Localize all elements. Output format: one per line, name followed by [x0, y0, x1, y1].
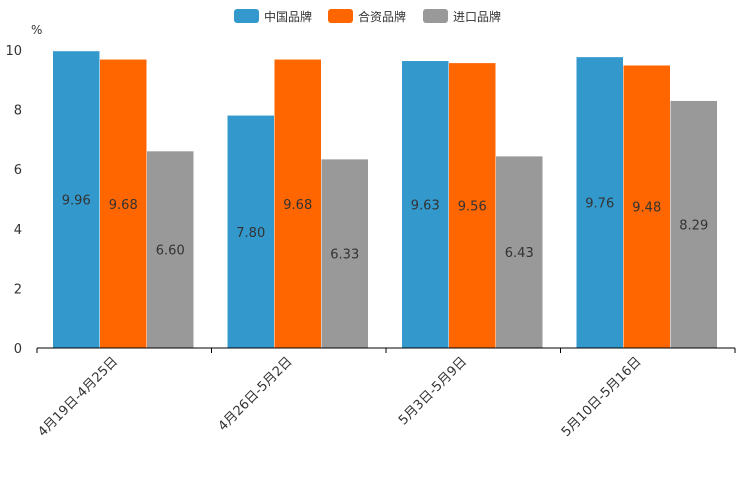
bar-value-label-0-1: 9.68 [109, 198, 138, 213]
x-tick-label-1: 4月26日-5月2日 [216, 354, 296, 434]
bar-value-label-2-0: 9.63 [411, 199, 440, 214]
x-tick-label-2: 5月3日-5月9日 [396, 354, 470, 428]
legend-label-0: 中国品牌 [264, 9, 312, 24]
y-tick-label-3: 6 [14, 163, 22, 178]
y-unit-label: % [31, 23, 42, 37]
legend-label-2: 进口品牌 [453, 10, 501, 24]
bar-value-label-3-0: 9.76 [585, 197, 614, 212]
y-tick-label-1: 2 [14, 282, 22, 297]
bar-value-label-0-2: 6.60 [156, 244, 185, 259]
y-tick-label-2: 4 [14, 223, 22, 238]
bar-1-1 [274, 59, 321, 348]
legend: 中国品牌 合资品牌 进口品牌 [234, 9, 501, 24]
bars: 9.96 9.68 6.60 7.80 9.68 6.33 9.63 9.56 6.43 9.76… [53, 51, 717, 348]
bar-1-0 [227, 115, 274, 348]
y-tick-label-0: 0 [14, 342, 22, 357]
bar-value-label-1-2: 6.33 [330, 248, 359, 263]
y-axis: 0 2 4 6 8 10 [5, 44, 22, 357]
bar-0-0 [53, 51, 100, 348]
x-tick-label-3: 5月10日-5月16日 [559, 354, 645, 440]
x-tick-label-0: 4月19日-4月25日 [35, 354, 121, 440]
x-axis: 4月19日-4月25日 4月26日-5月2日 5月3日-5月9日 5月10日-5月16… [35, 347, 736, 440]
bar-value-label-3-1: 9.48 [632, 201, 661, 216]
bar-0-2 [147, 151, 194, 348]
y-tick-label-4: 8 [14, 104, 22, 119]
bar-value-label-0-0: 9.96 [62, 194, 91, 209]
bar-2-2 [496, 156, 543, 348]
bar-value-label-1-1: 9.68 [283, 198, 312, 213]
y-tick-label-5: 10 [5, 44, 22, 59]
bar-value-label-2-1: 9.56 [458, 200, 487, 215]
legend-label-1: 合资品牌 [358, 9, 406, 24]
bar-3-2 [670, 100, 717, 348]
bar-2-1 [449, 63, 496, 348]
bar-0-1 [100, 59, 147, 348]
bar-value-label-3-2: 8.29 [679, 218, 708, 233]
bar-3-0 [576, 57, 623, 348]
bar-value-label-2-2: 6.43 [505, 246, 534, 261]
bar-3-1 [623, 65, 670, 348]
bar-2-0 [402, 61, 449, 348]
legend-swatch-2 [423, 9, 448, 23]
legend-swatch-1 [328, 9, 353, 23]
bar-1-2 [321, 159, 368, 348]
legend-swatch-0 [234, 9, 259, 23]
bar-value-label-1-0: 7.80 [236, 226, 265, 241]
